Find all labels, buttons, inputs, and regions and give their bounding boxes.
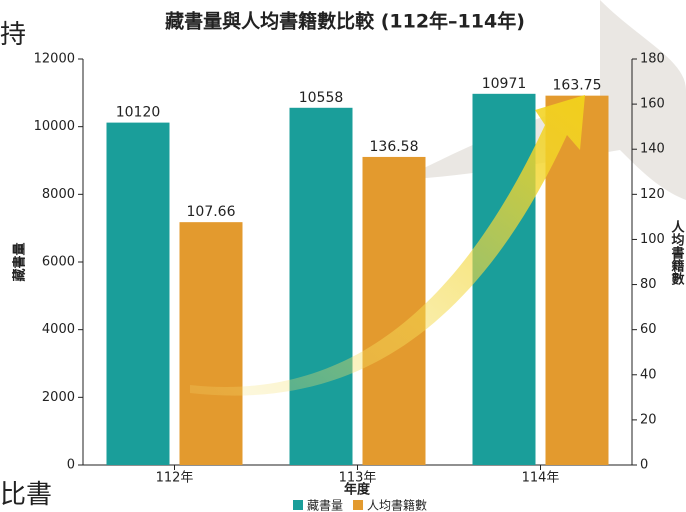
bar — [179, 222, 243, 465]
y2-tick-label: 0 — [640, 458, 648, 473]
x-tick-label: 113年 — [339, 471, 377, 486]
y-tick-label: 0 — [67, 458, 75, 473]
data-label: 10971 — [482, 76, 527, 92]
data-label: 10558 — [299, 90, 344, 106]
x-axis-label: 年度 — [344, 482, 371, 498]
bar — [362, 156, 426, 465]
y2-tick-label: 140 — [640, 142, 665, 157]
data-label: 136.58 — [370, 139, 419, 155]
bar — [472, 93, 536, 465]
y2-tick-label: 40 — [640, 367, 657, 382]
y2-tick-label: 60 — [640, 322, 657, 337]
page-fragment: 比書 — [0, 480, 52, 510]
y2-tick-label: 100 — [640, 232, 665, 247]
chart-title: 藏書量與人均書籍數比較 (112年–114年) — [165, 10, 525, 33]
y-tick-label: 4000 — [42, 322, 75, 337]
y-axis-label: 藏書量 — [12, 242, 28, 281]
y2-axis-label: 人均書籍數 — [669, 219, 686, 286]
legend-swatch — [293, 500, 303, 510]
trend-arrow — [190, 95, 585, 396]
y2-tick-label: 180 — [640, 52, 665, 67]
legend-label: 藏書量 — [307, 499, 343, 512]
y2-tick-label: 160 — [640, 97, 665, 112]
y2-tick-label: 80 — [640, 277, 657, 292]
data-label: 10120 — [116, 105, 161, 121]
y-tick-label: 12000 — [34, 52, 75, 67]
y-tick-label: 2000 — [42, 390, 75, 405]
page-fragment: 持 — [0, 20, 26, 50]
bar — [106, 122, 170, 466]
y-tick-label: 6000 — [42, 255, 75, 270]
y-tick-label: 8000 — [42, 187, 75, 202]
y2-tick-label: 20 — [640, 412, 657, 427]
x-tick-label: 114年 — [522, 471, 560, 486]
y-tick-label: 10000 — [34, 119, 75, 134]
bar — [289, 107, 353, 466]
legend-label: 人均書籍數 — [367, 498, 427, 512]
eagle-decoration — [400, 0, 686, 200]
data-label: 163.75 — [553, 78, 602, 94]
data-label: 107.66 — [187, 204, 236, 220]
x-tick-label: 112年 — [156, 471, 194, 486]
plot-area: 0 2000 4000 6000 8000 10000 12000 0 20 40 60 80 100 1… — [34, 52, 665, 486]
y2-tick-label: 120 — [640, 187, 665, 202]
legend-swatch — [353, 500, 364, 510]
